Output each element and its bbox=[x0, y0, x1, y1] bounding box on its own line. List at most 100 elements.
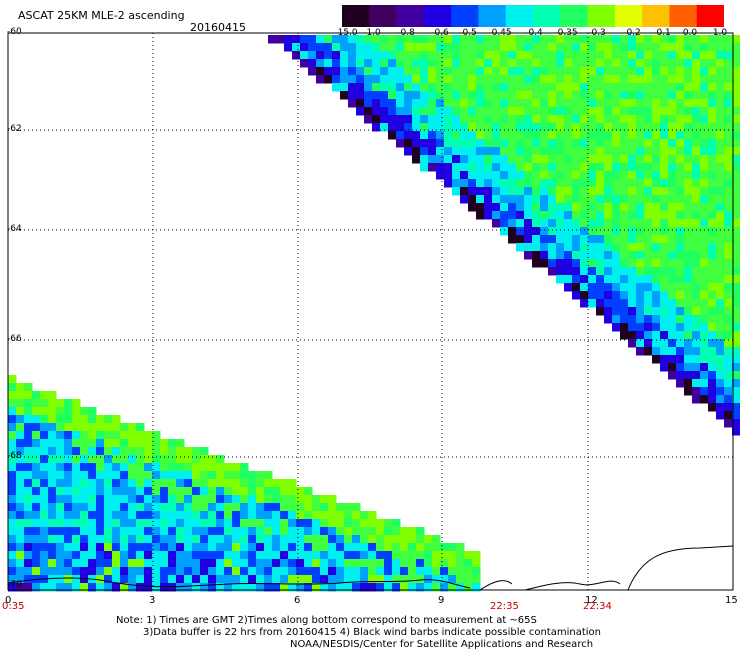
swath-cell bbox=[272, 479, 281, 488]
swath-cell bbox=[248, 495, 257, 504]
swath-cell bbox=[416, 551, 425, 560]
swath-cell bbox=[604, 147, 613, 156]
swath-lower bbox=[8, 375, 481, 592]
swath-cell bbox=[152, 471, 161, 480]
swath-cell bbox=[48, 447, 57, 456]
swath-cell bbox=[248, 479, 257, 488]
swath-cell bbox=[216, 551, 225, 560]
swath-cell bbox=[724, 419, 733, 428]
swath-cell bbox=[348, 91, 357, 100]
swath-cell bbox=[160, 511, 169, 520]
swath-cell bbox=[604, 227, 613, 236]
swath-cell bbox=[652, 243, 661, 252]
swath-cell bbox=[444, 171, 453, 180]
swath-cell bbox=[472, 559, 481, 568]
swath-cell bbox=[96, 559, 105, 568]
swath-cell bbox=[468, 35, 477, 44]
swath-cell bbox=[120, 463, 129, 472]
swath-cell bbox=[396, 59, 405, 68]
swath-cell bbox=[312, 495, 321, 504]
swath-cell bbox=[128, 575, 137, 584]
swath-cell bbox=[652, 323, 661, 332]
swath-cell bbox=[524, 83, 533, 92]
swath-cell bbox=[428, 91, 437, 100]
swath-cell bbox=[628, 307, 637, 316]
swath-cell bbox=[676, 131, 685, 140]
swath-cell bbox=[660, 315, 669, 324]
swath-cell bbox=[660, 267, 669, 276]
lat-label-64: -64 bbox=[7, 224, 22, 234]
swath-cell bbox=[280, 487, 289, 496]
swath-cell bbox=[508, 59, 517, 68]
swath-cell bbox=[724, 171, 733, 180]
swath-cell bbox=[572, 235, 581, 244]
swath-cell bbox=[660, 99, 669, 108]
swath-cell bbox=[136, 535, 145, 544]
swath-cell bbox=[8, 543, 17, 552]
swath-cell bbox=[56, 527, 65, 536]
swath-cell bbox=[88, 567, 97, 576]
swath-cell bbox=[532, 75, 541, 84]
swath-cell bbox=[476, 51, 485, 60]
swath-cell bbox=[40, 423, 49, 432]
swath-cell bbox=[556, 171, 565, 180]
swath-cell bbox=[660, 227, 669, 236]
swath-cell bbox=[128, 431, 137, 440]
swath-cell bbox=[392, 567, 401, 576]
swath-cell bbox=[152, 431, 161, 440]
swath-cell bbox=[508, 43, 517, 52]
swath-cell bbox=[40, 439, 49, 448]
swath-cell bbox=[668, 315, 677, 324]
swath-cell bbox=[296, 575, 305, 584]
swath-cell bbox=[256, 575, 265, 584]
swath-cell bbox=[80, 535, 89, 544]
swath-cell bbox=[516, 203, 525, 212]
swath-cell bbox=[120, 551, 129, 560]
swath-cell bbox=[508, 99, 517, 108]
swath-cell bbox=[24, 383, 33, 392]
swath-cell bbox=[96, 575, 105, 584]
swath-cell bbox=[676, 235, 685, 244]
swath-cell bbox=[548, 227, 557, 236]
swath-cell bbox=[396, 83, 405, 92]
swath-cell bbox=[580, 227, 589, 236]
swath-cell bbox=[532, 171, 541, 180]
swath-cell bbox=[628, 259, 637, 268]
swath-cell bbox=[176, 495, 185, 504]
swath-cell bbox=[184, 495, 193, 504]
swath-cell bbox=[644, 315, 653, 324]
swath-cell bbox=[524, 43, 533, 52]
swath-cell bbox=[652, 147, 661, 156]
swath-cell bbox=[484, 99, 493, 108]
swath-cell bbox=[144, 575, 153, 584]
swath-cell bbox=[724, 371, 733, 380]
swath-cell bbox=[224, 559, 233, 568]
swath-cell bbox=[620, 307, 629, 316]
swath-cell bbox=[128, 503, 137, 512]
swath-cell bbox=[564, 83, 573, 92]
swath-cell bbox=[392, 527, 401, 536]
swath-cell bbox=[676, 315, 685, 324]
swath-cell bbox=[548, 243, 557, 252]
swath-cell bbox=[104, 439, 113, 448]
swath-cell bbox=[136, 511, 145, 520]
swath-cell bbox=[564, 187, 573, 196]
swath-cell bbox=[440, 543, 449, 552]
swath-cell bbox=[460, 195, 469, 204]
swath-cell bbox=[636, 107, 645, 116]
swath-cell bbox=[588, 147, 597, 156]
swath-cell bbox=[360, 567, 369, 576]
swath-cell bbox=[80, 551, 89, 560]
swath-cell bbox=[384, 583, 393, 592]
swath-cell bbox=[16, 399, 25, 408]
swath-cell bbox=[660, 51, 669, 60]
swath-cell bbox=[500, 131, 509, 140]
swath-cell bbox=[612, 163, 621, 172]
swath-cell bbox=[668, 355, 677, 364]
swath-cell bbox=[436, 147, 445, 156]
swath-cell bbox=[564, 243, 573, 252]
swath-cell bbox=[532, 115, 541, 124]
swath-cell bbox=[104, 431, 113, 440]
swath-cell bbox=[692, 163, 701, 172]
swath-cell bbox=[692, 363, 701, 372]
